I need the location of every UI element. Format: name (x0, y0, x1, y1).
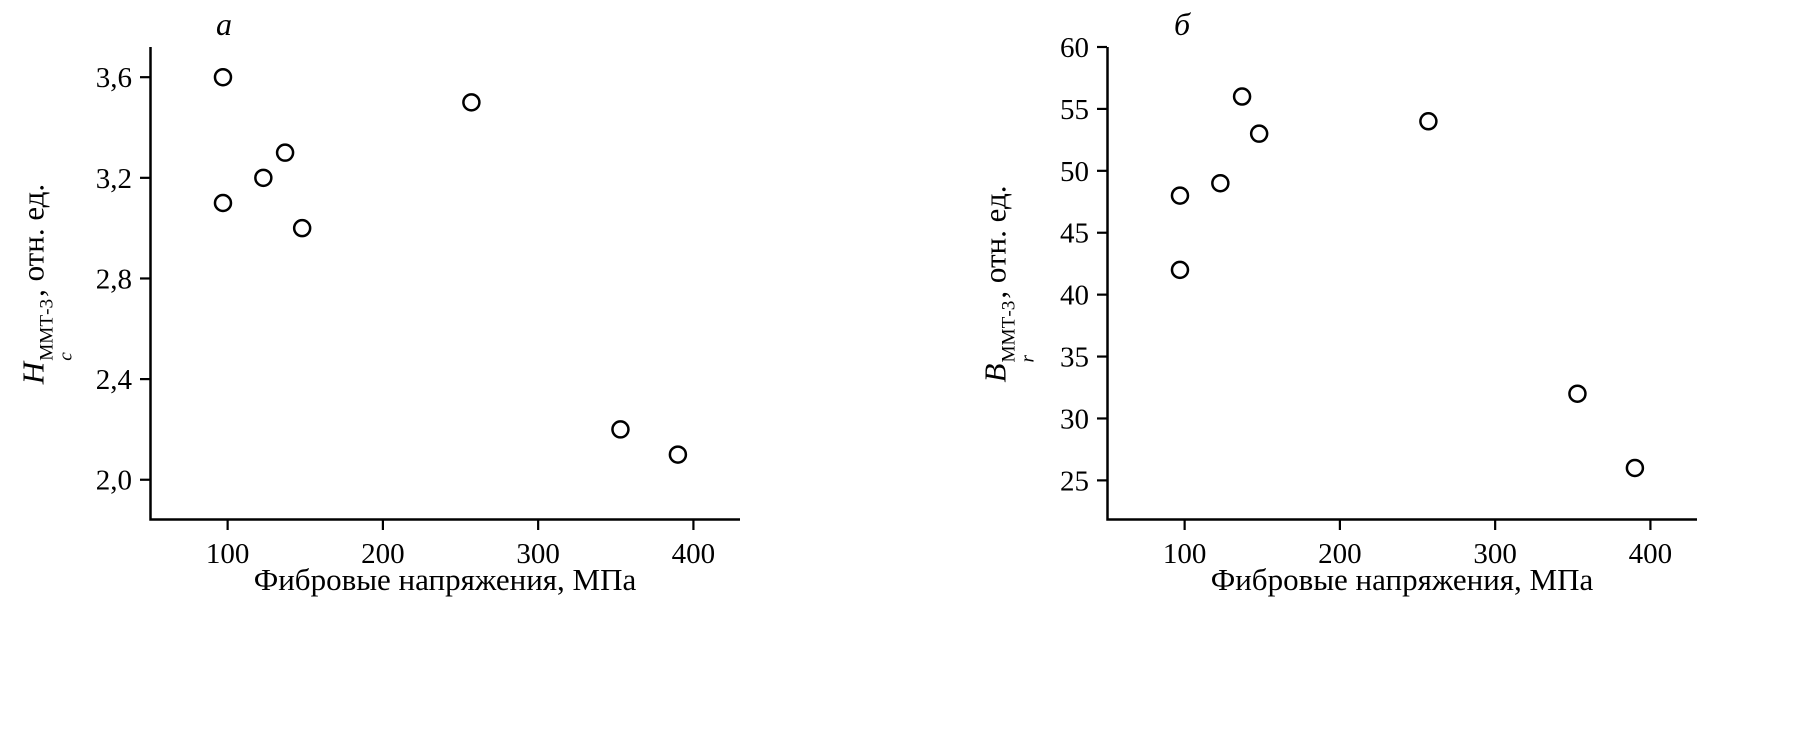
data-point (275, 143, 295, 162)
y-tick-label: 2,0 (96, 465, 132, 497)
scatter-plot-b: 100 200 300 400 25 30 35 40 45 50 55 60 (1060, 32, 1697, 570)
y-tick-label: 45 (1060, 218, 1089, 250)
x-tick-label: 400 (672, 538, 716, 570)
y-tick-label: 60 (1060, 32, 1089, 64)
panel-label-a: а (216, 6, 232, 42)
y-axis-superscript-a: ММТ-3 (36, 298, 58, 361)
y-axis-subscript-b: r (1017, 355, 1039, 363)
x-tick-label: 300 (516, 538, 560, 570)
x-tick-label: 400 (1629, 538, 1673, 570)
y-tick-label: 35 (1060, 342, 1089, 374)
data-point (1625, 458, 1645, 478)
data-point (213, 67, 233, 87)
y-axis-supsub-b: ММТ-3 r (998, 300, 1039, 363)
data-point (254, 168, 273, 188)
y-axis-symbol-a: H (15, 361, 51, 385)
y-axis-subscript-a: c (55, 352, 77, 361)
y-tick-label: 25 (1060, 465, 1089, 497)
data-point (1170, 260, 1190, 280)
y-tick-label: 3,6 (96, 62, 132, 94)
x-axis-label-b: Фибровые напряжения, МПа (1210, 562, 1594, 597)
y-axis-symbol-b: B (977, 363, 1013, 383)
data-point (1170, 186, 1190, 205)
axes-frame (1106, 47, 1697, 521)
scatter-plot-a: 100 200 300 400 2,0 2,4 2,8 3,2 3,6 (96, 47, 740, 570)
data-point (1211, 173, 1230, 193)
data-point (292, 218, 312, 238)
data-point (1249, 124, 1269, 143)
y-tick-label: 2,8 (96, 263, 132, 295)
y-tick-label: 50 (1060, 156, 1089, 188)
y-axis-label-a: H ММТ-3 c, отн. ед. (16, 184, 77, 384)
y-axis-supsub-a: ММТ-3 c (36, 298, 77, 361)
x-tick-label: 200 (361, 538, 405, 570)
x-axis-label-a: Фибровые напряжения, МПа (253, 562, 637, 597)
data-point (1568, 384, 1587, 403)
y-tick-label: 3,2 (96, 163, 132, 195)
y-tick-label: 30 (1060, 403, 1089, 435)
y-tick-label: 2,4 (96, 364, 133, 396)
y-tick-label: 40 (1060, 280, 1089, 312)
data-point (1232, 87, 1252, 106)
data-point (668, 445, 688, 464)
data-point (213, 193, 233, 213)
x-tick-label: 200 (1318, 538, 1362, 570)
x-tick-label: 100 (1163, 538, 1207, 570)
data-point (1419, 112, 1438, 131)
data-point (462, 93, 481, 112)
data-point (611, 420, 630, 439)
y-tick-label: 55 (1060, 94, 1089, 126)
axes-frame (149, 47, 740, 521)
panel-label-b: б (1173, 6, 1191, 42)
x-tick-label: 300 (1473, 538, 1517, 570)
y-axis-label-b: B ММТ-3 r, отн. ед. (978, 186, 1039, 383)
y-axis-superscript-b: ММТ-3 (998, 300, 1020, 363)
y-axis-units-b: , отн. ед. (977, 185, 1013, 299)
x-tick-label: 100 (206, 538, 250, 570)
y-axis-units-a: , отн. ед. (15, 183, 51, 297)
